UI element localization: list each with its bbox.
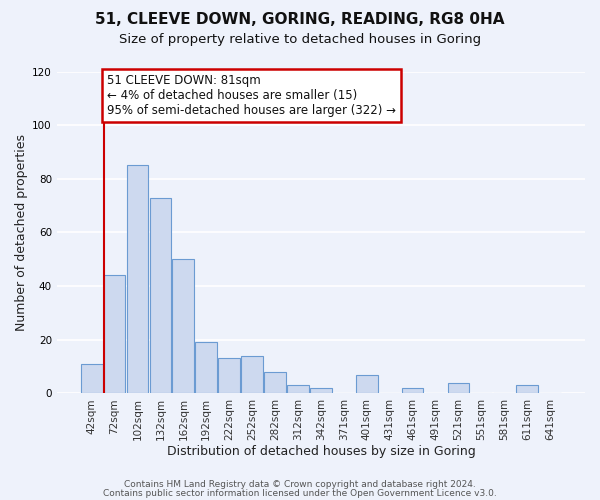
Bar [356,374,377,394]
Text: Contains public sector information licensed under the Open Government Licence v3: Contains public sector information licen… [103,488,497,498]
Text: 51, CLEEVE DOWN, GORING, READING, RG8 0HA: 51, CLEEVE DOWN, GORING, READING, RG8 0H… [95,12,505,28]
Bar [218,358,240,394]
Text: Contains HM Land Registry data © Crown copyright and database right 2024.: Contains HM Land Registry data © Crown c… [124,480,476,489]
Text: Size of property relative to detached houses in Goring: Size of property relative to detached ho… [119,32,481,46]
Bar [310,388,332,394]
Bar [172,259,194,394]
Y-axis label: Number of detached properties: Number of detached properties [15,134,28,331]
Bar [516,386,538,394]
Bar [264,372,286,394]
Bar [104,276,125,394]
Bar [196,342,217,394]
Bar [448,382,469,394]
Bar [149,198,172,394]
Bar [287,386,309,394]
Bar [401,388,424,394]
X-axis label: Distribution of detached houses by size in Goring: Distribution of detached houses by size … [167,444,475,458]
Bar [81,364,103,394]
Bar [127,166,148,394]
Text: 51 CLEEVE DOWN: 81sqm
← 4% of detached houses are smaller (15)
95% of semi-detac: 51 CLEEVE DOWN: 81sqm ← 4% of detached h… [107,74,396,117]
Bar [241,356,263,394]
